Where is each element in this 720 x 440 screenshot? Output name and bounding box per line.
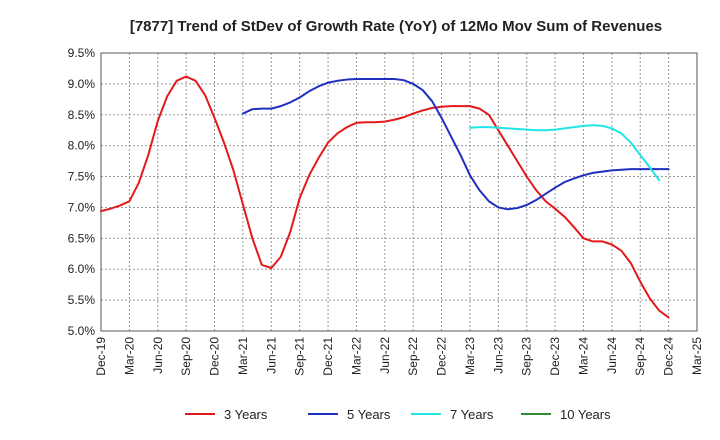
x-tick-label: Sep-23	[520, 337, 534, 376]
x-tick-label: Sep-24	[633, 337, 647, 376]
y-tick-label: 5.5%	[68, 293, 96, 307]
legend: 3 Years 5 Years 7 Years 10 Years	[185, 407, 611, 422]
x-tick-label: Dec-21	[321, 337, 335, 376]
x-tick-label: Sep-21	[293, 337, 307, 376]
legend-label: 7 Years	[450, 407, 494, 422]
x-tick-label: Dec-24	[662, 337, 676, 376]
x-tick-label: Dec-19	[94, 337, 108, 376]
x-tick-label: Dec-20	[208, 337, 222, 376]
y-tick-label: 6.5%	[68, 231, 96, 245]
x-tick-label: Mar-23	[463, 337, 477, 375]
y-tick-label: 5.0%	[68, 324, 96, 338]
y-tick-label: 9.5%	[68, 46, 96, 60]
y-axis: 5.0% 5.5% 6.0% 6.5% 7.0% 7.5% 8.0% 8.5% 9.0% 9.5%	[68, 46, 96, 338]
x-tick-label: Mar-24	[576, 337, 590, 375]
legend-label: 10 Years	[560, 407, 611, 422]
x-tick-label: Mar-20	[122, 337, 136, 375]
y-tick-label: 7.5%	[68, 170, 96, 184]
x-tick-label: Jun-23	[491, 337, 505, 374]
y-tick-label: 8.5%	[68, 108, 96, 122]
x-tick-label: Mar-25	[690, 337, 704, 375]
x-tick-label: Jun-24	[605, 337, 619, 374]
grid	[100, 52, 698, 332]
y-tick-label: 9.0%	[68, 77, 96, 91]
chart-title: [7877] Trend of StDev of Growth Rate (Yo…	[130, 18, 662, 35]
x-tick-label: Dec-22	[435, 337, 449, 376]
y-tick-label: 7.0%	[68, 200, 96, 214]
series-line-3-years	[100, 75, 670, 319]
y-tick-label: 6.0%	[68, 262, 96, 276]
x-tick-label: Sep-20	[179, 337, 193, 376]
x-tick-label: Jun-22	[378, 337, 392, 374]
series-line-5-years	[241, 77, 670, 211]
y-tick-label: 8.0%	[68, 139, 96, 153]
x-tick-label: Mar-22	[349, 337, 363, 375]
legend-label: 3 Years	[224, 407, 268, 422]
x-axis: Dec-19 Mar-20 Jun-20 Sep-20 Dec-20 Mar-21 Jun-…	[94, 337, 704, 376]
x-tick-label: Jun-21	[264, 337, 278, 374]
plot-area	[100, 52, 698, 332]
x-tick-label: Sep-22	[406, 337, 420, 376]
x-tick-label: Dec-23	[548, 337, 562, 376]
x-tick-label: Jun-20	[151, 337, 165, 374]
series-lines	[100, 75, 670, 319]
x-tick-label: Mar-21	[236, 337, 250, 375]
series-line-7-years	[468, 124, 661, 182]
legend-label: 5 Years	[347, 407, 391, 422]
